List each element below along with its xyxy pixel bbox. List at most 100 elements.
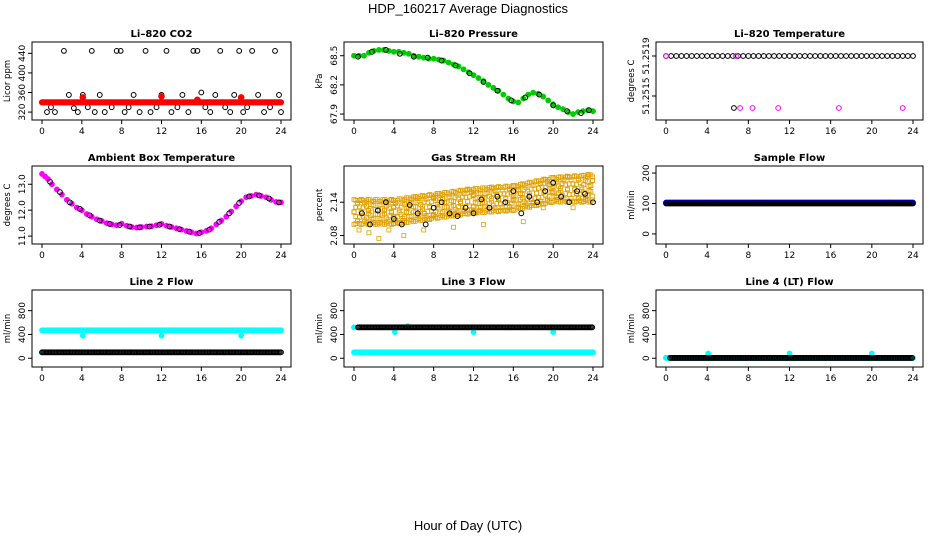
x-tick-label: 12 <box>468 127 479 137</box>
data-point <box>391 329 398 335</box>
data-point <box>588 189 594 194</box>
data-point <box>581 190 587 195</box>
data-point <box>822 53 829 59</box>
data-point <box>574 188 580 195</box>
data-point <box>802 53 808 59</box>
data-point <box>207 109 214 115</box>
x-tick-label: 8 <box>431 251 437 261</box>
data-point <box>435 56 442 63</box>
y-tick-label: 200 <box>642 164 652 181</box>
data-point <box>249 47 256 54</box>
data-point <box>557 185 563 191</box>
data-point <box>398 221 405 228</box>
data-point <box>436 200 442 205</box>
data-point <box>382 46 389 53</box>
data-point <box>158 332 165 339</box>
data-point <box>415 53 422 60</box>
data-point <box>704 53 711 59</box>
panel-title: Gas Stream RH <box>431 153 516 164</box>
y-axis-label: kPa <box>315 74 325 89</box>
y-tick-label: 400 <box>642 326 652 343</box>
x-tick-label: 24 <box>907 374 919 384</box>
data-point <box>364 215 369 221</box>
x-tick-label: 0 <box>663 374 669 384</box>
data-point <box>542 188 549 195</box>
figure-title: HDP_160217 Average Diagnostics <box>368 1 568 16</box>
data-point <box>194 47 201 54</box>
data-point <box>471 204 476 210</box>
x-tick-label: 12 <box>784 127 795 137</box>
data-point <box>445 59 452 66</box>
data-point <box>65 92 72 98</box>
data-point <box>452 62 459 69</box>
data-point <box>588 182 594 188</box>
data-point <box>526 193 533 200</box>
data-point <box>276 92 282 98</box>
data-point <box>485 81 492 88</box>
data-point <box>136 109 143 115</box>
data-point <box>578 110 584 116</box>
data-point <box>256 192 262 199</box>
panel-title: Li–820 Temperature <box>734 29 845 40</box>
data-point <box>796 53 803 59</box>
data-point <box>385 47 392 54</box>
data-point <box>455 63 462 70</box>
data-point <box>501 191 507 197</box>
x-tick-label: 0 <box>663 127 669 137</box>
y-tick-label: 360 <box>18 84 28 101</box>
data-point <box>740 53 747 59</box>
data-point <box>791 53 798 59</box>
data-point <box>255 92 261 98</box>
x-tick-label: 8 <box>119 374 125 384</box>
x-tick-label: 0 <box>663 251 669 261</box>
data-point <box>236 200 243 206</box>
data-point <box>96 92 103 98</box>
data-point <box>203 228 210 234</box>
data-point <box>390 215 397 222</box>
data-point <box>894 53 901 59</box>
data-point <box>550 329 557 335</box>
data-point <box>231 92 238 98</box>
x-tick-label: 12 <box>784 251 795 261</box>
x-tick-label: 4 <box>391 374 397 384</box>
x-tick-label: 16 <box>825 374 837 384</box>
x-tick-label: 0 <box>39 127 45 137</box>
x-tick-label: 0 <box>39 374 45 384</box>
x-tick-label: 0 <box>351 374 357 384</box>
x-tick-label: 24 <box>587 251 599 261</box>
data-point <box>581 182 587 188</box>
y-axis-label: Licor ppm <box>3 60 13 102</box>
data-point <box>874 53 880 59</box>
data-point <box>490 84 497 91</box>
data-point <box>185 109 192 115</box>
data-point <box>450 199 456 205</box>
data-point <box>117 47 124 54</box>
y-tick-label: 68.5 <box>330 46 340 66</box>
data-point <box>755 53 762 59</box>
data-point <box>565 187 570 193</box>
x-tick-label: 0 <box>351 251 357 261</box>
x-tick-label: 24 <box>907 251 919 261</box>
data-point <box>474 195 480 201</box>
data-point <box>153 104 160 111</box>
panel-title: Line 4 (LT) Flow <box>745 277 833 288</box>
data-point <box>217 47 224 54</box>
data-point <box>410 53 417 60</box>
y-tick-label: 2.14 <box>330 192 340 212</box>
data-point <box>582 190 588 197</box>
data-point <box>91 109 98 115</box>
data-point <box>516 201 522 207</box>
x-tick-label: 20 <box>547 374 559 384</box>
x-tick-label: 16 <box>825 127 837 137</box>
data-point <box>530 89 537 96</box>
data-point <box>812 53 819 59</box>
data-point <box>910 200 916 207</box>
data-point <box>518 210 525 217</box>
data-point <box>570 181 576 187</box>
data-point <box>54 186 60 193</box>
data-point <box>179 92 186 98</box>
data-point <box>668 53 675 59</box>
x-tick-label: 8 <box>745 251 751 261</box>
data-point <box>237 94 245 101</box>
